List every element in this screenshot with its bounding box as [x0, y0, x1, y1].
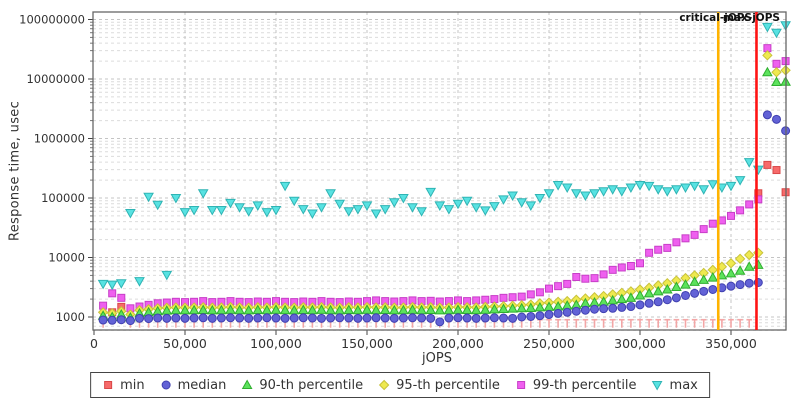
y-tick-label: 100000000	[19, 13, 85, 27]
legend-item-median: median	[160, 377, 227, 393]
legend-label: max	[669, 377, 698, 393]
max-jops-label: max-jOPS	[723, 12, 780, 24]
series-max	[97, 21, 791, 291]
95-th-percentile-marker-icon	[378, 379, 390, 391]
critical-jops-label: critical-jOPS	[679, 12, 752, 24]
x-tick-label: 250,000	[523, 336, 575, 351]
y-tick-label: 1000000	[34, 132, 85, 146]
legend-label: 99-th percentile	[532, 377, 637, 393]
x-tick-label: 200,000	[432, 336, 484, 351]
legend-item-min: min	[102, 378, 145, 393]
legend-label: min	[120, 377, 145, 393]
x-tick-label: 300,000	[614, 336, 666, 351]
y-tick-label: 100000	[41, 191, 85, 205]
axes: 1000 10000 100000 1000000 10000000 100000000 0…	[19, 13, 757, 352]
99-th-percentile-marker-icon	[516, 381, 525, 389]
x-tick-label: 0	[90, 336, 98, 351]
series-median	[98, 110, 791, 327]
chart-legend: min median 90-th percentile 95-th percentil…	[90, 372, 710, 398]
legend-item-90-th-percentile: 90-th percentile	[241, 378, 363, 393]
y-tick-label: 1000	[56, 310, 85, 324]
min-marker-icon	[104, 381, 113, 389]
legend-label: 90-th percentile	[259, 377, 364, 393]
y-tick-label: 10000	[48, 251, 85, 265]
90-th-percentile-marker-icon	[242, 379, 253, 389]
max-marker-icon	[652, 381, 663, 391]
plot-border	[92, 11, 787, 331]
x-tick-label: 50,000	[163, 336, 207, 351]
legend-label: 95-th percentile	[396, 377, 500, 393]
legend-item-99-th-percentile: 99-th percentile	[515, 378, 637, 393]
legend-label: median	[177, 377, 227, 393]
x-axis-title: jOPS	[422, 351, 452, 366]
y-tick-label: 10000000	[26, 72, 85, 86]
y-axis-title: Response time, usec	[7, 100, 23, 242]
median-marker-icon	[161, 380, 171, 390]
x-tick-label: 150,000	[341, 336, 393, 351]
x-tick-label: 100,000	[250, 336, 302, 351]
x-tick-label: 350,000	[705, 336, 757, 351]
legend-item-95-th-percentile: 95-th percentile	[378, 378, 500, 393]
legend-item-max: max	[652, 378, 698, 393]
gridlines	[93, 12, 786, 331]
